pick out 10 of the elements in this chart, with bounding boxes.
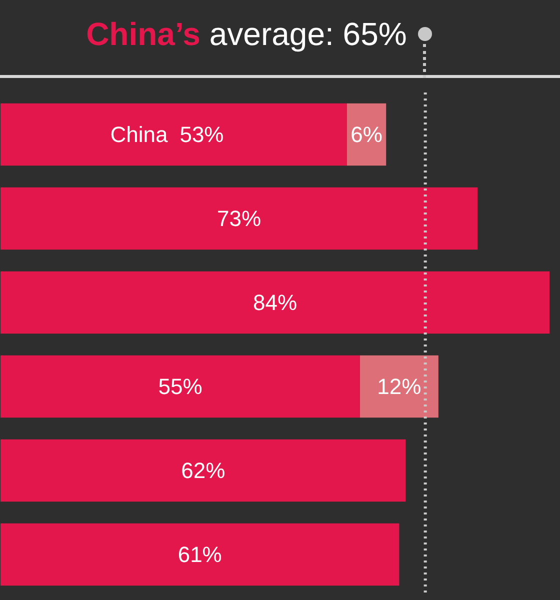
data-label: 53% (180, 122, 224, 147)
data-label: 12% (377, 374, 422, 399)
data-label: 84% (252, 290, 298, 315)
y-tick-label: China (110, 122, 168, 147)
legend-label: China’s average: 65% (86, 15, 407, 54)
data-label: 62% (181, 458, 226, 483)
data-label: 55% (158, 374, 202, 399)
data-label: 6% (350, 122, 382, 147)
data-label: 61% (178, 542, 222, 567)
data-label: 73% (217, 206, 262, 231)
